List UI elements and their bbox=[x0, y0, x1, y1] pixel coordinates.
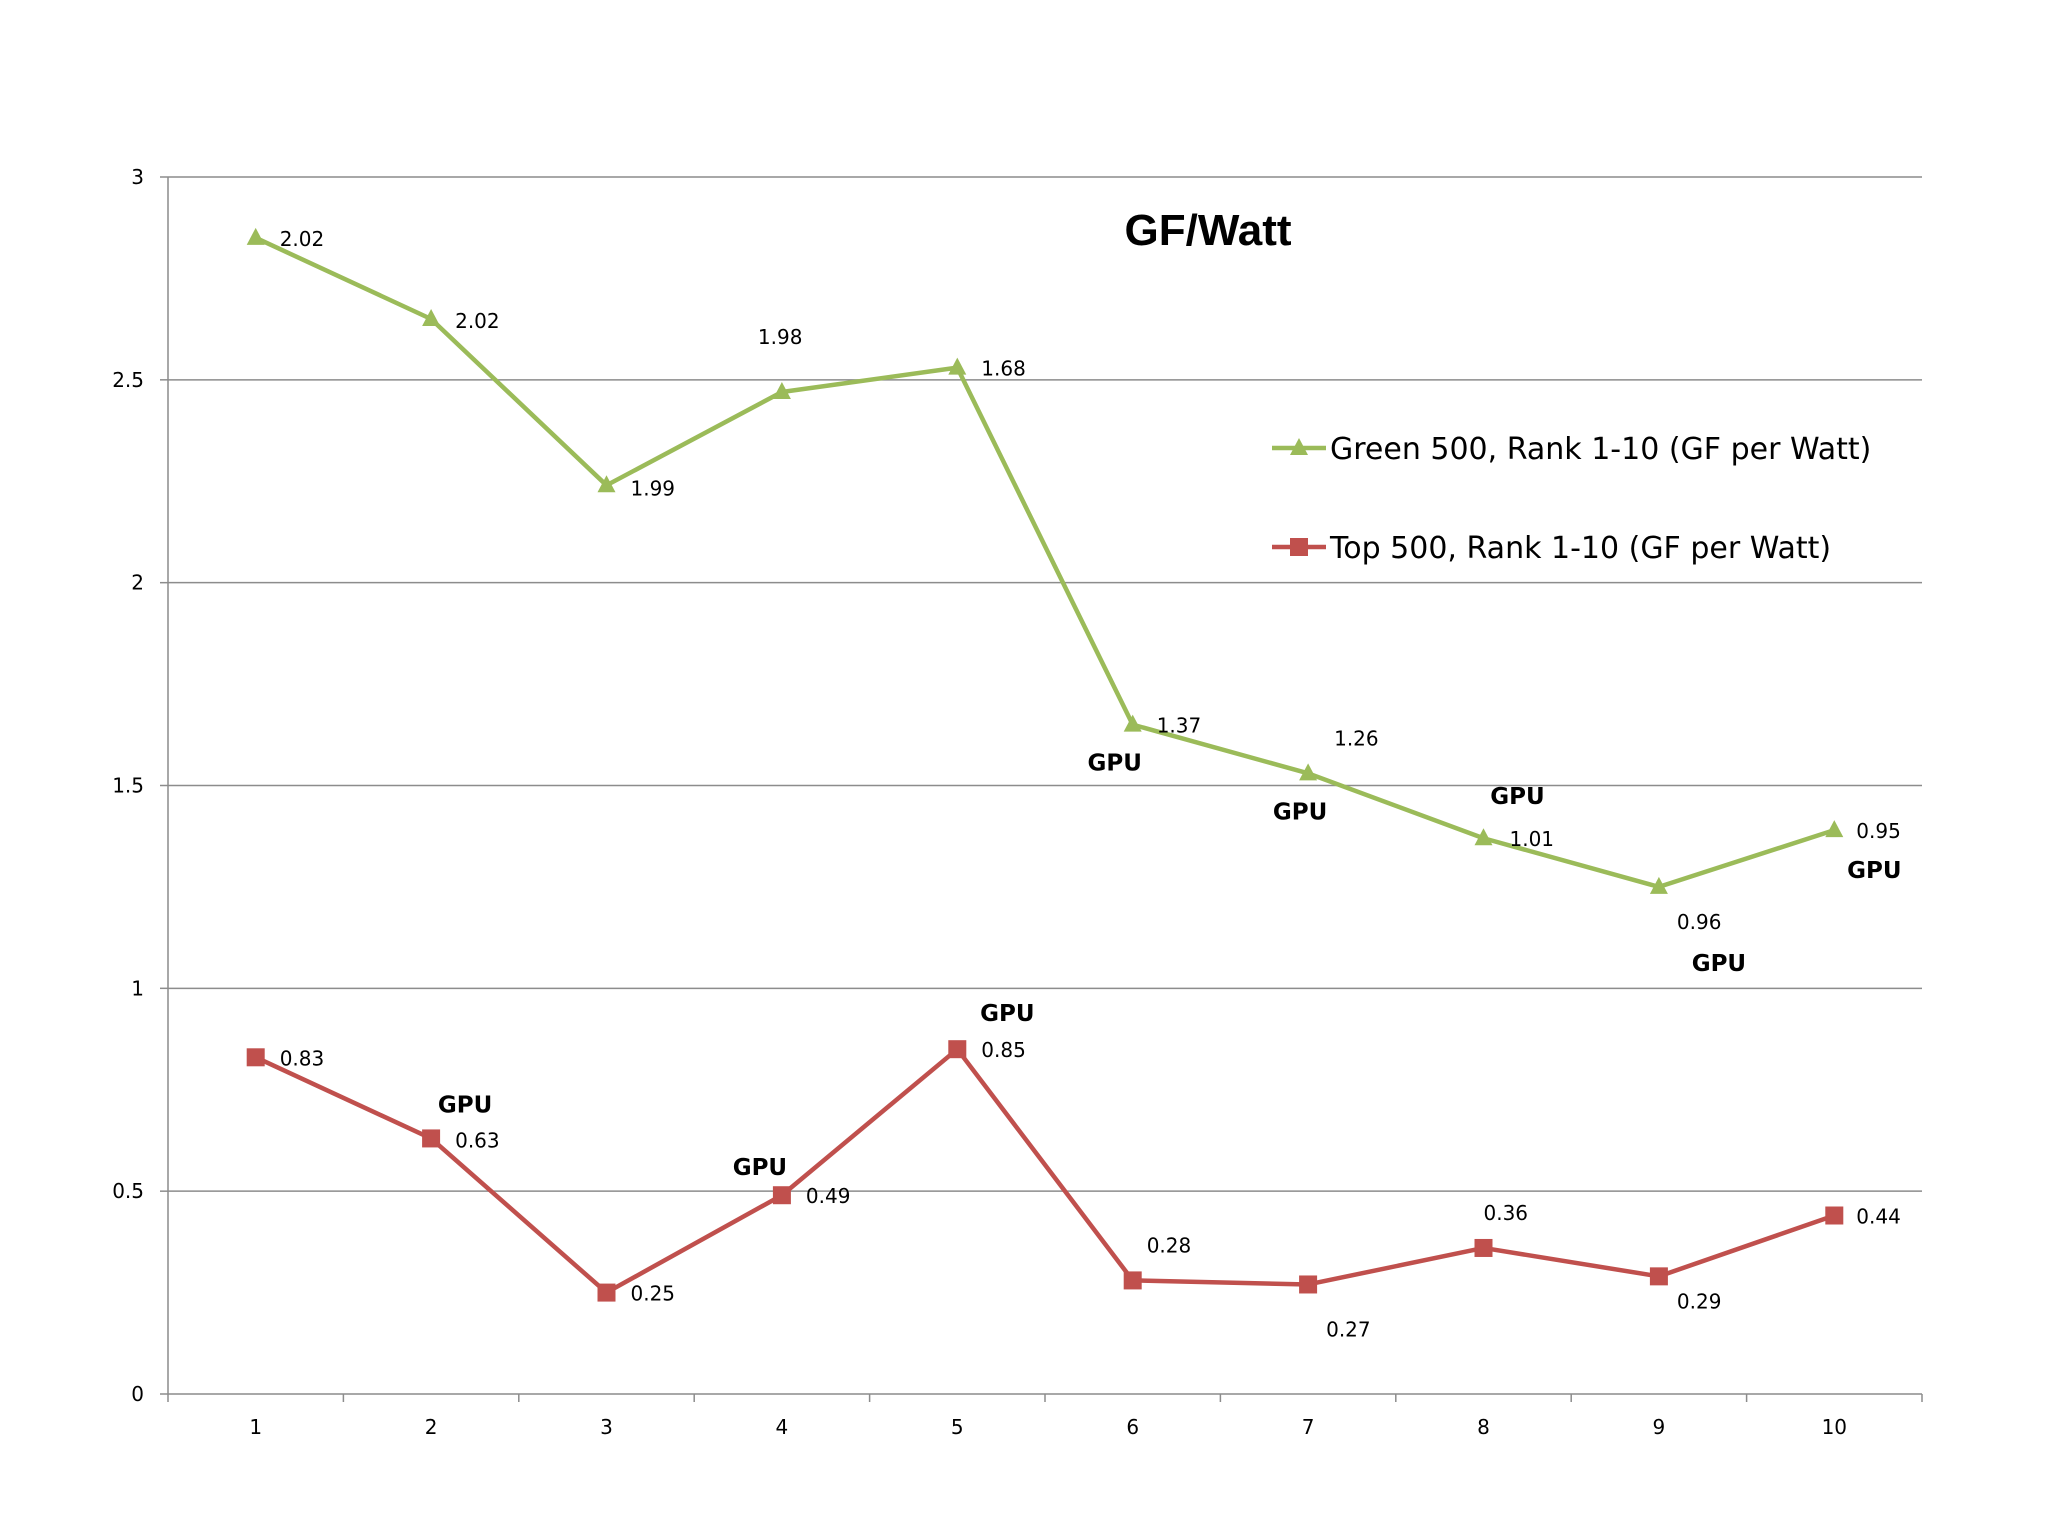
data-label: 0.95 bbox=[1856, 819, 1901, 843]
data-label: 2.02 bbox=[280, 227, 325, 251]
top500-point bbox=[1123, 1271, 1142, 1290]
chart-title: GF/Watt bbox=[1125, 206, 1292, 255]
gpu-annotation: GPU bbox=[1087, 751, 1141, 777]
gpu-annotation: GPU bbox=[980, 1001, 1034, 1027]
data-label: 1.68 bbox=[981, 357, 1026, 381]
y-tick-label: 0 bbox=[131, 1382, 144, 1406]
x-tick-label: 10 bbox=[1822, 1415, 1847, 1439]
data-label: 0.25 bbox=[631, 1282, 676, 1306]
gridlines bbox=[168, 176, 1922, 1192]
legend-label: Top 500, Rank 1-10 (GF per Watt) bbox=[1329, 531, 1831, 566]
data-label: 1.26 bbox=[1334, 726, 1379, 750]
x-tick-label: 5 bbox=[951, 1415, 964, 1439]
data-label: 0.96 bbox=[1677, 910, 1722, 934]
gpu-annotation: GPU bbox=[733, 1155, 787, 1181]
gpu-annotation: GPU bbox=[1692, 951, 1746, 977]
legend-label: Green 500, Rank 1-10 (GF per Watt) bbox=[1330, 432, 1871, 467]
data-label: 0.29 bbox=[1677, 1289, 1722, 1313]
series-line-top500 bbox=[254, 1046, 1836, 1295]
x-tick-label: 2 bbox=[425, 1415, 438, 1439]
top500-point bbox=[422, 1129, 441, 1148]
data-label: 1.98 bbox=[758, 325, 803, 349]
x-tick-label: 6 bbox=[1126, 1415, 1139, 1439]
green500-point bbox=[1123, 714, 1142, 732]
x-tick-label: 7 bbox=[1302, 1415, 1315, 1439]
top500-point bbox=[1649, 1267, 1668, 1286]
green500-point bbox=[246, 227, 265, 245]
series-line-green500 bbox=[254, 235, 1835, 890]
top500-point bbox=[246, 1048, 265, 1067]
data-label: 0.49 bbox=[806, 1184, 851, 1208]
axes: 0 0.5 1 1.5 2 2.5 3 1 2 3 4 5 6 7 8 9 10 bbox=[112, 165, 1923, 1439]
gpu-annotation: GPU bbox=[1273, 799, 1327, 825]
data-label: 0.36 bbox=[1484, 1201, 1529, 1225]
gpu-annotation: GPU bbox=[1847, 858, 1901, 884]
green500-point bbox=[1825, 820, 1844, 838]
data-labels: 2.02 2.02 1.99 1.98 1.68 1.37 1.26 1.01 0.96 0.95… bbox=[280, 227, 1902, 1342]
data-label: 2.02 bbox=[455, 309, 500, 333]
top500-point bbox=[772, 1186, 791, 1205]
y-tick-label: 2 bbox=[131, 571, 144, 595]
top500-point bbox=[948, 1040, 967, 1059]
y-tick-label: 2.5 bbox=[112, 368, 144, 392]
gpu-annotation: GPU bbox=[438, 1092, 492, 1118]
gpu-annotation: GPU bbox=[1490, 784, 1544, 810]
green500-point bbox=[772, 382, 791, 400]
x-tick-label: 4 bbox=[776, 1415, 789, 1439]
data-label: 1.37 bbox=[1157, 714, 1202, 738]
data-label: 0.44 bbox=[1856, 1205, 1901, 1229]
y-tick-label: 1.5 bbox=[112, 774, 144, 798]
y-tick-label: 1 bbox=[131, 976, 144, 1000]
y-tick-label: 3 bbox=[131, 165, 144, 189]
data-label: 0.28 bbox=[1147, 1233, 1192, 1257]
top500-point bbox=[1474, 1238, 1493, 1257]
data-label: 0.63 bbox=[455, 1128, 500, 1152]
data-label: 1.99 bbox=[631, 476, 676, 500]
green500-point bbox=[948, 357, 967, 375]
legend: Green 500, Rank 1-10 (GF per Watt) Top 50… bbox=[1272, 432, 1871, 566]
green500-point bbox=[1474, 828, 1493, 846]
legend-marker bbox=[1290, 538, 1308, 556]
data-label: 0.85 bbox=[981, 1038, 1026, 1062]
x-tick-label: 9 bbox=[1653, 1415, 1666, 1439]
data-label: 1.01 bbox=[1510, 827, 1555, 851]
green500-point bbox=[1299, 763, 1318, 781]
data-label: 0.27 bbox=[1326, 1317, 1371, 1341]
green500-point bbox=[597, 475, 616, 493]
legend-marker bbox=[1290, 438, 1308, 455]
top500-point bbox=[1299, 1275, 1318, 1294]
green500-point bbox=[1649, 876, 1668, 894]
top500-point bbox=[1825, 1206, 1844, 1225]
data-label: 0.83 bbox=[280, 1046, 325, 1070]
x-tick-label: 8 bbox=[1477, 1415, 1490, 1439]
series bbox=[246, 227, 1844, 1302]
y-tick-label: 0.5 bbox=[112, 1179, 144, 1203]
green500-point bbox=[422, 308, 441, 326]
x-tick-label: 3 bbox=[600, 1415, 613, 1439]
x-tick-label: 1 bbox=[249, 1415, 262, 1439]
top500-point bbox=[597, 1283, 616, 1302]
